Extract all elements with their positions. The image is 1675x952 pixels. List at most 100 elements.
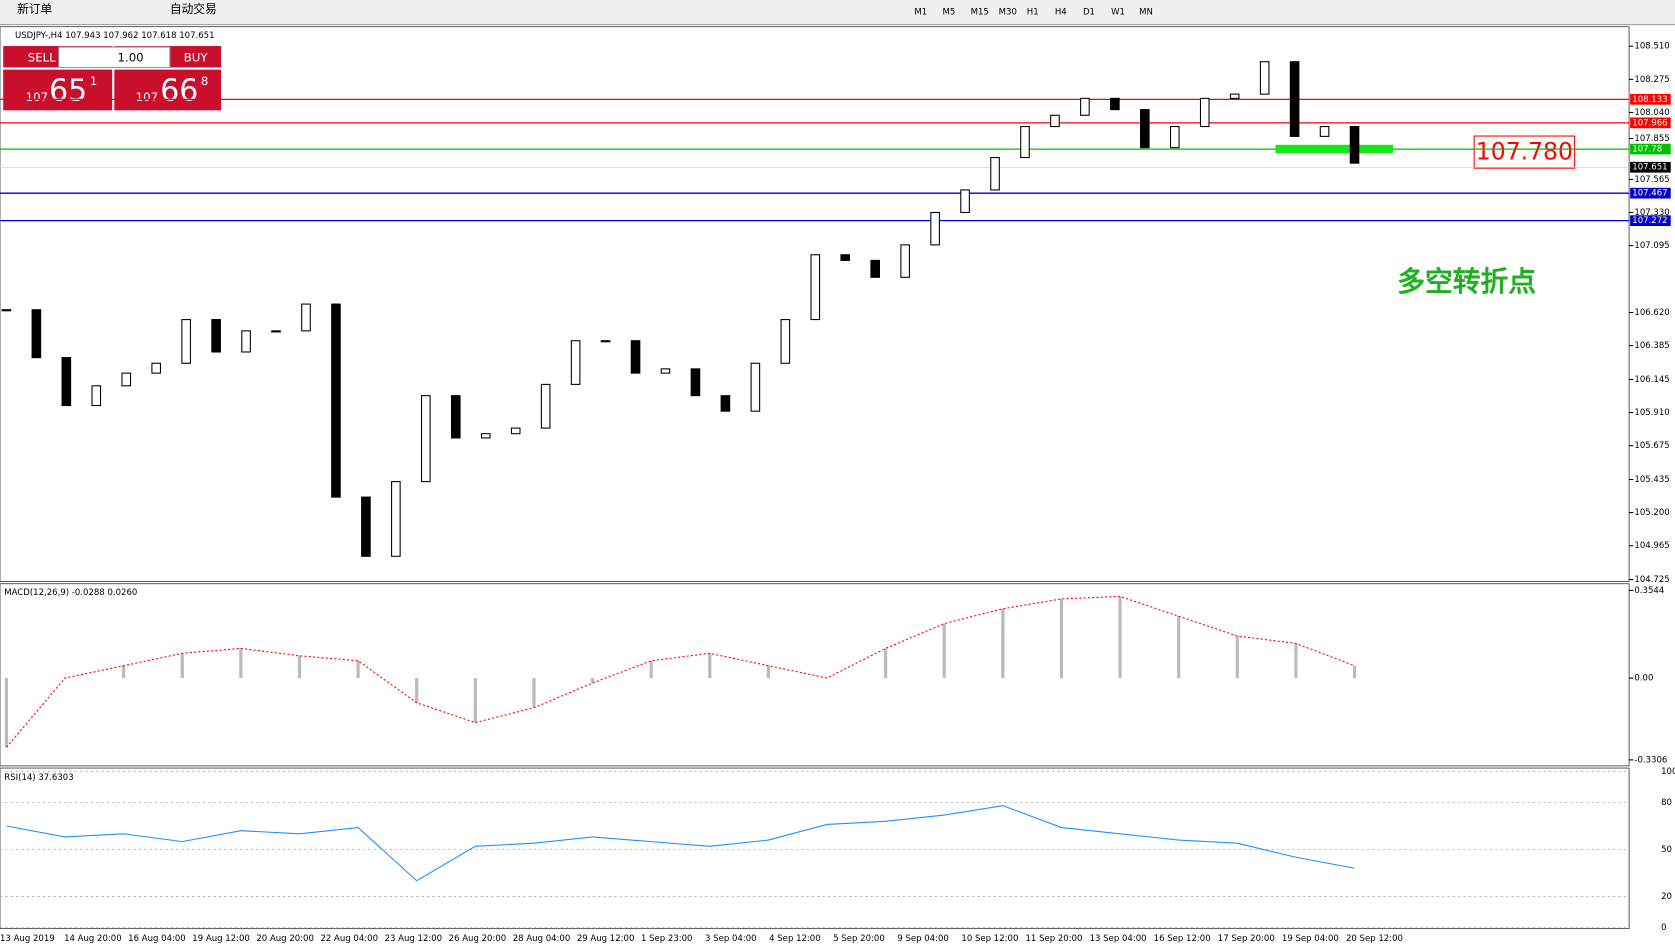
y-tick-label: 107.095: [1634, 241, 1669, 251]
candle: [660, 368, 671, 374]
level-label-box: [1630, 215, 1671, 227]
symbol-header: USDJPY-,H4 107.943 107.962 107.618 107.6…: [15, 31, 215, 41]
macd-frame: [0, 583, 1630, 767]
x-tick-label: 17 Sep 20:00: [1218, 934, 1275, 944]
candle: [271, 330, 281, 333]
candle: [870, 259, 881, 278]
sell-pips: 65: [49, 74, 87, 109]
x-tick-label: 10 Sep 12:00: [961, 934, 1018, 944]
candle: [990, 157, 1000, 191]
y-tick-label: 106.145: [1634, 375, 1669, 385]
y-tick-label: 50: [1661, 845, 1672, 855]
price-box-text: 107.780: [1476, 138, 1573, 166]
timeframe-button[interactable]: M5: [943, 7, 956, 17]
y-tick-label: 104.965: [1634, 541, 1669, 551]
candle: [960, 189, 970, 214]
buy-label: BUY: [184, 50, 209, 64]
y-tick-label: 105.200: [1634, 508, 1669, 518]
annotation: 多空转折点: [1397, 265, 1536, 298]
candle: [450, 395, 461, 439]
new-order-button[interactable]: 新订单: [17, 2, 52, 16]
candle: [840, 254, 851, 261]
buy-price[interactable]: [114, 69, 222, 111]
x-tick-label: 23 Aug 12:00: [385, 934, 443, 944]
buy-frac: 8: [201, 74, 208, 88]
y-tick-label: 0.3544: [1634, 586, 1664, 596]
candle: [421, 395, 431, 483]
candle: [930, 211, 940, 246]
y-tick-label: 80: [1661, 798, 1672, 808]
rsi-frame: [0, 767, 1630, 930]
y-tick-label: 107.330: [1634, 208, 1669, 218]
x-tick-label: 13 Aug 2019: [0, 934, 55, 944]
timeframe-button[interactable]: H4: [1055, 7, 1067, 17]
timeframe-button[interactable]: M1: [914, 7, 927, 17]
x-tick-label: 19 Aug 12:00: [192, 934, 250, 944]
candle: [361, 496, 371, 557]
timeframe-button[interactable]: W1: [1111, 7, 1125, 17]
level-label-box: [1630, 93, 1671, 105]
candle: [720, 395, 731, 412]
timeframe-button[interactable]: H1: [1027, 7, 1039, 17]
lot-input[interactable]: [58, 46, 171, 69]
candle: [1229, 93, 1240, 99]
candle: [900, 244, 910, 278]
level-label: 107.272: [1632, 216, 1667, 226]
candle: [301, 303, 311, 332]
level-label-box: [1630, 117, 1671, 129]
timeframe-button[interactable]: M30: [999, 7, 1017, 17]
macd-signal: [6, 595, 1355, 748]
candle: [1289, 61, 1300, 137]
timeframe-button[interactable]: MN: [1139, 7, 1153, 17]
x-tick-label: 5 Sep 20:00: [833, 934, 885, 944]
trade-panel: SELL BUY 1.00 107 65 1 107 66 8: [3, 46, 222, 111]
sell-price[interactable]: [3, 69, 113, 111]
x-tick-label: 4 Sep 12:00: [769, 934, 821, 944]
x-tick-label: 1 Sep 23:00: [641, 934, 693, 944]
y-tick-label: -0.3306: [1634, 755, 1667, 765]
timeframe-button[interactable]: M15: [971, 7, 989, 17]
y-tick-label: 104.725: [1634, 575, 1669, 585]
y-tick-label: 100: [1661, 767, 1675, 777]
turning-zone: [1275, 144, 1393, 154]
candle: [600, 340, 611, 343]
candle: [540, 383, 551, 429]
x-tick-label: 16 Sep 12:00: [1154, 934, 1211, 944]
y-tick-label: 20: [1661, 892, 1672, 902]
y-tick-label: 108.040: [1634, 108, 1669, 118]
candle: [91, 385, 102, 407]
x-tick-label: 14 Aug 20:00: [64, 934, 122, 944]
level-label: 108.133: [1632, 95, 1667, 105]
main-frame: [0, 26, 1630, 582]
sell-label: SELL: [28, 50, 56, 64]
candle: [1, 309, 12, 312]
y-tick-label: 108.510: [1634, 42, 1669, 52]
timeframe-button[interactable]: D1: [1083, 7, 1095, 17]
candle: [690, 368, 701, 397]
candle: [810, 254, 821, 321]
y-tick-label: 0: [1661, 923, 1666, 933]
candle: [570, 340, 581, 385]
y-tick-label: 108.275: [1634, 75, 1669, 85]
candle: [1020, 126, 1030, 159]
level-label: 107.78: [1632, 145, 1662, 155]
buy-big: 107: [136, 90, 158, 104]
candle: [1259, 61, 1270, 95]
candle: [780, 319, 791, 364]
y-tick-label: 107.565: [1634, 175, 1669, 185]
auto-trading-button[interactable]: 自动交易: [170, 2, 217, 16]
candle: [121, 372, 132, 387]
candle: [31, 309, 42, 359]
x-tick-label: 20 Sep 12:00: [1346, 934, 1403, 944]
level-label-box: [1630, 143, 1671, 155]
candle: [1169, 126, 1180, 149]
x-tick-label: 3 Sep 04:00: [705, 934, 757, 944]
x-tick-label: 19 Sep 04:00: [1282, 934, 1339, 944]
candle: [1080, 97, 1090, 116]
y-tick-label: 105.675: [1634, 441, 1669, 451]
candle: [1110, 97, 1120, 111]
lot: 1.00: [118, 50, 144, 64]
price-box: [1473, 135, 1576, 169]
x-tick-label: 16 Aug 04:00: [128, 934, 186, 944]
